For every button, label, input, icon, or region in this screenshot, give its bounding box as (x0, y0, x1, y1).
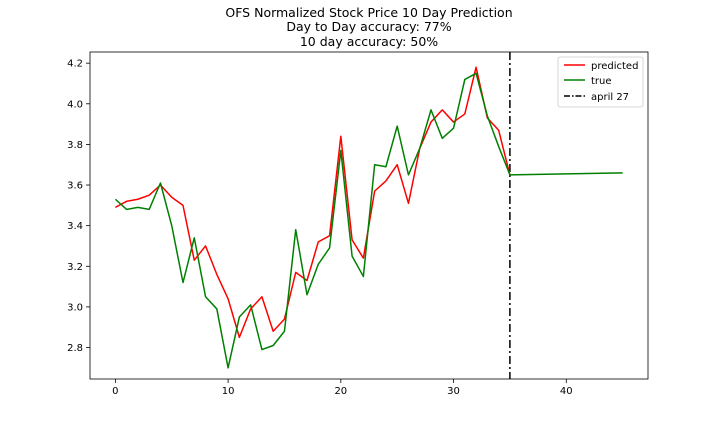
x-tick-label: 0 (112, 386, 118, 397)
y-tick-label: 3.2 (67, 262, 83, 273)
y-tick-label: 2.8 (67, 343, 83, 354)
y-tick-label: 4.2 (67, 59, 83, 70)
legend-label-true: true (591, 76, 612, 87)
chart-title: OFS Normalized Stock Price 10 Day Predic… (225, 5, 512, 20)
x-tick-label: 20 (334, 386, 347, 397)
legend-label-april-27: april 27 (591, 92, 629, 103)
series-line-true (114, 72, 623, 369)
legend-frame (557, 56, 644, 108)
y-axis-ticks: 2.8 3.0 3.2 3.4 3.6 3.8 4.0 4.2 (67, 59, 90, 354)
chart-subtitle-line-1: Day to Day accuracy: 77% (286, 19, 451, 34)
y-tick-label: 3.6 (67, 181, 83, 192)
x-tick-label: 10 (222, 386, 235, 397)
y-tick-label: 4.0 (67, 99, 83, 110)
legend-label-predicted: predicted (591, 61, 638, 72)
y-tick-label: 3.8 (67, 140, 83, 151)
x-axis-ticks: 0 10 20 30 40 (112, 379, 573, 397)
y-tick-label: 3.0 (67, 302, 83, 313)
y-tick-label: 3.4 (67, 221, 83, 232)
plot-area-frame (89, 51, 649, 380)
x-tick-label: 40 (560, 386, 573, 397)
plot-lines (114, 52, 623, 379)
legend: predicted true april 27 (557, 56, 644, 108)
chart-subtitle-line-2: 10 day accuracy: 50% (300, 34, 438, 49)
x-tick-label: 30 (447, 386, 460, 397)
series-line-predicted (115, 66, 511, 339)
